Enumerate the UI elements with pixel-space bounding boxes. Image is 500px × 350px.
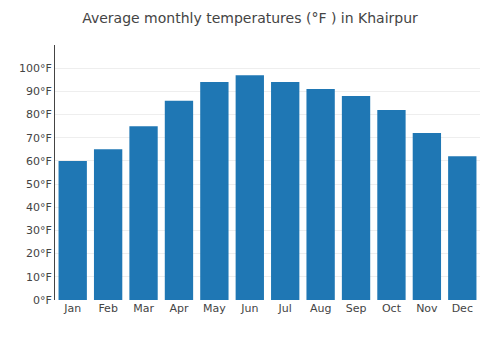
svg-text:70°F: 70°F [26, 132, 52, 145]
svg-text:0°F: 0°F [33, 294, 52, 307]
svg-text:Sep: Sep [346, 302, 367, 315]
svg-text:80°F: 80°F [26, 108, 52, 121]
svg-text:Dec: Dec [452, 302, 473, 315]
svg-text:Feb: Feb [98, 302, 117, 315]
svg-text:Average monthly temperatures (: Average monthly temperatures (°F ) in Kh… [82, 10, 418, 26]
svg-text:40°F: 40°F [26, 201, 52, 214]
svg-text:Apr: Apr [169, 302, 189, 315]
svg-text:Aug: Aug [310, 302, 331, 315]
svg-text:May: May [203, 302, 226, 315]
svg-text:30°F: 30°F [26, 224, 52, 237]
svg-text:50°F: 50°F [26, 178, 52, 191]
svg-text:100°F: 100°F [19, 62, 52, 75]
svg-text:60°F: 60°F [26, 155, 52, 168]
svg-text:Oct: Oct [382, 302, 402, 315]
svg-text:Jun: Jun [240, 302, 258, 315]
svg-text:Jan: Jan [63, 302, 81, 315]
svg-text:90°F: 90°F [26, 85, 52, 98]
svg-text:Jul: Jul [278, 302, 292, 315]
svg-text:20°F: 20°F [26, 247, 52, 260]
svg-text:Mar: Mar [133, 302, 154, 315]
svg-text:10°F: 10°F [26, 271, 52, 284]
svg-text:Nov: Nov [416, 302, 438, 315]
